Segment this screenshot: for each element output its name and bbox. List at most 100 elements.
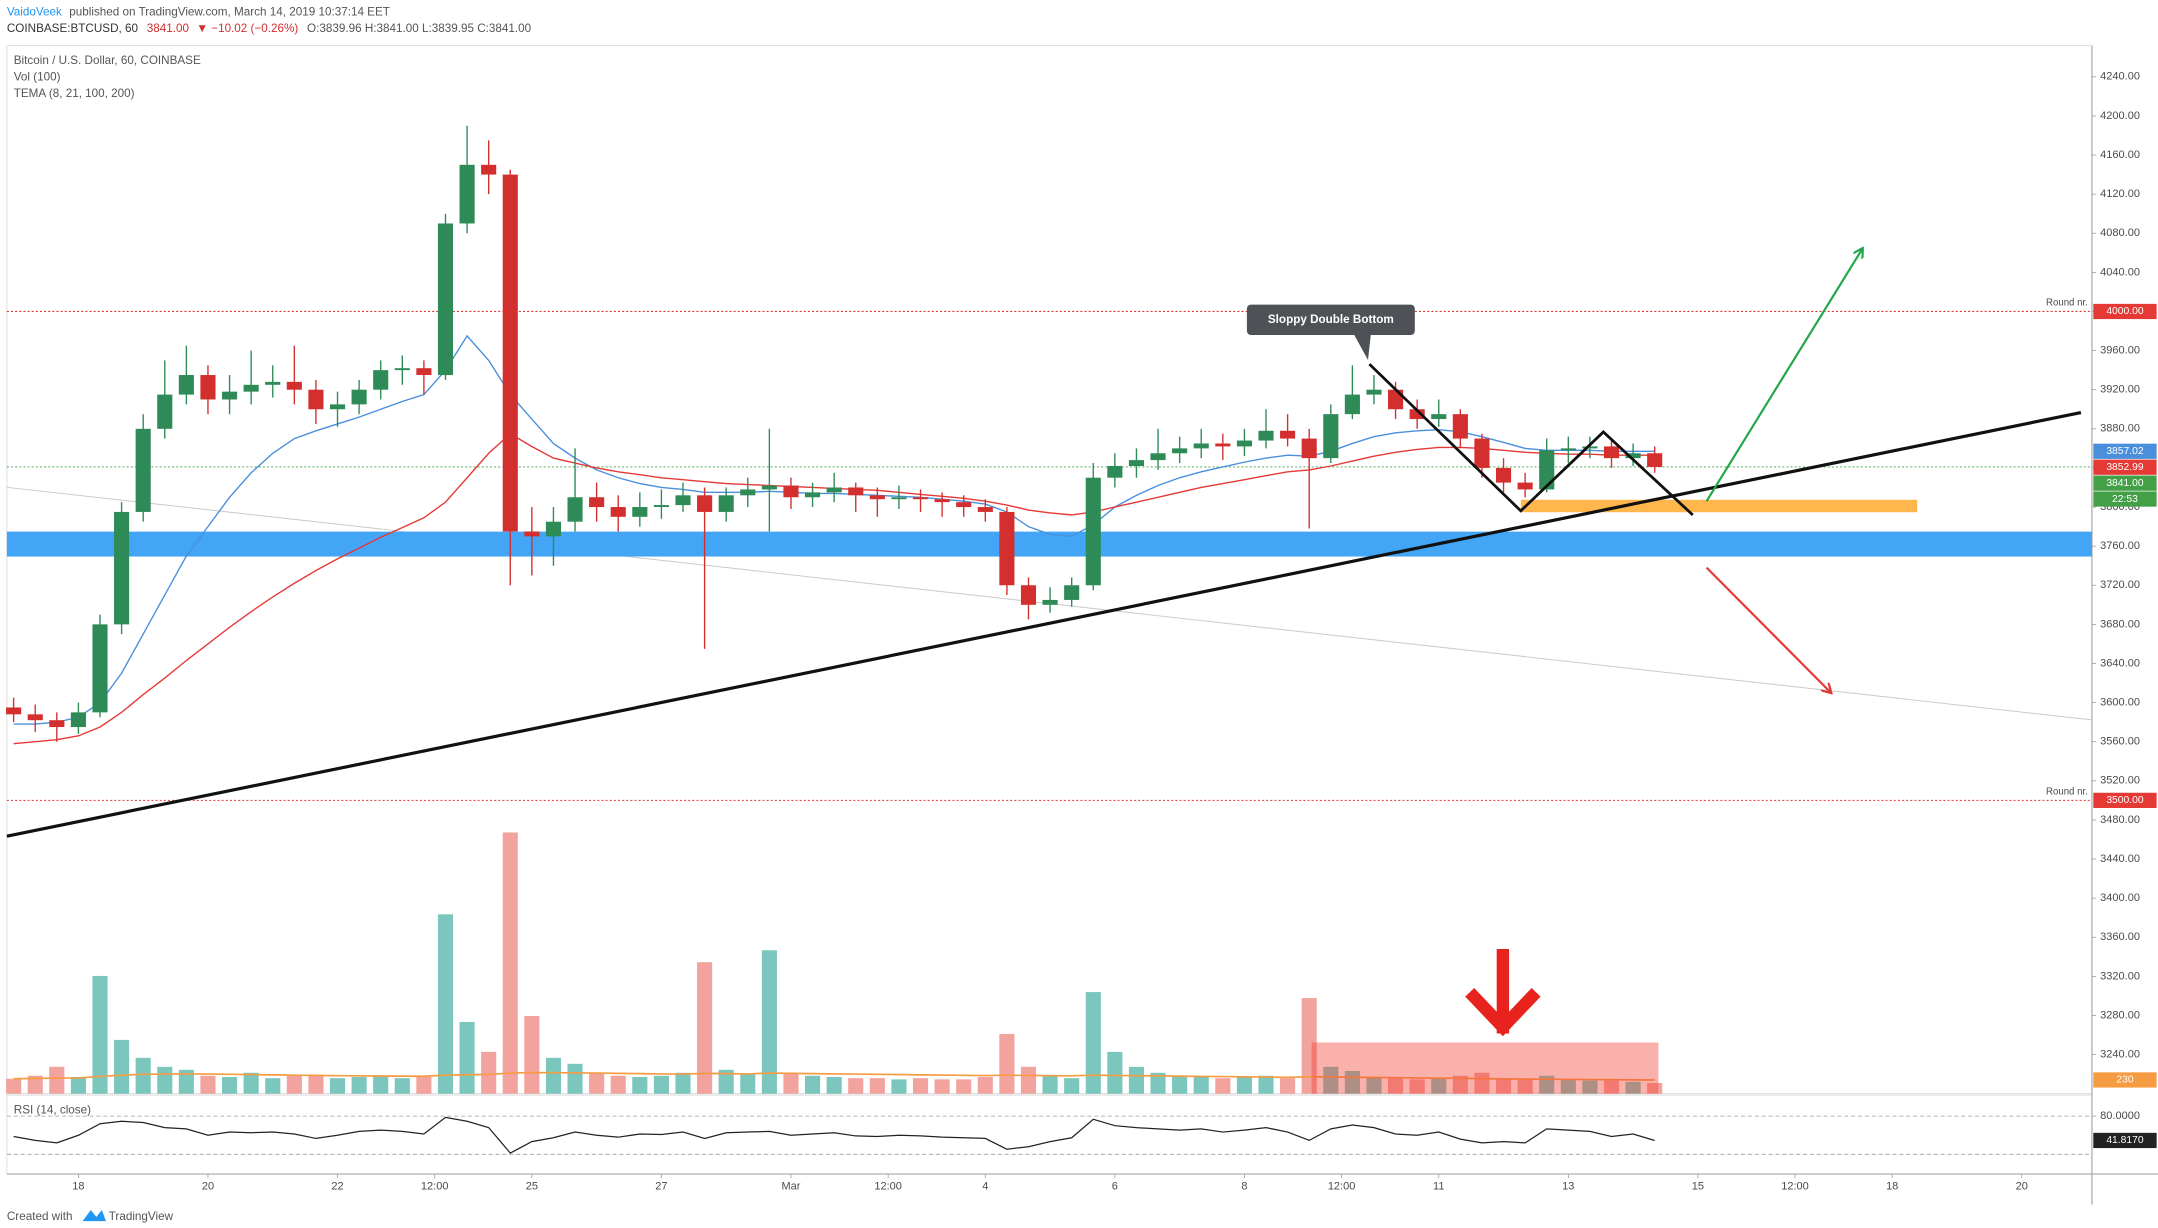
y-tick-label: 4240.00 <box>2100 71 2140 83</box>
chart-title: Bitcoin / U.S. Dollar, 60, COINBASE <box>14 54 201 67</box>
y-tick-label: 3920.00 <box>2100 384 2140 396</box>
volume-bar <box>1128 1066 1145 1094</box>
trend-line <box>6 411 2082 838</box>
volume-bar <box>632 1076 648 1094</box>
volume-bar <box>1409 1079 1425 1094</box>
volume-bar <box>956 1079 972 1094</box>
candle-body <box>481 164 497 175</box>
candle-body <box>1215 443 1231 447</box>
volume-bar <box>481 1051 497 1094</box>
candle-body <box>956 502 972 508</box>
header-line: VaidoVeek published on TradingView.com, … <box>7 6 390 19</box>
candle-body <box>502 174 518 532</box>
candle-body <box>1582 446 1598 449</box>
candle-body <box>1388 389 1404 410</box>
y-tick-label: 4080.00 <box>2100 227 2140 239</box>
y-tick-label: 3360.00 <box>2100 931 2140 943</box>
volume-bar <box>114 1039 130 1094</box>
callout-text: Sloppy Double Bottom <box>1268 313 1394 326</box>
x-tick-label: 20 <box>2016 1180 2028 1192</box>
candle-body <box>416 368 432 376</box>
candle-body <box>1280 430 1296 439</box>
volume-bar <box>1236 1076 1252 1094</box>
candle-body <box>675 495 691 506</box>
candle-body <box>1625 453 1641 459</box>
x-tick-label: 15 <box>1692 1180 1704 1192</box>
volume-bar <box>1064 1078 1080 1094</box>
x-tick-label: 12:00 <box>1781 1180 1809 1192</box>
volume-bar <box>718 1069 734 1094</box>
x-tick-label: 27 <box>655 1180 667 1192</box>
volume-bar <box>567 1063 583 1094</box>
volume-title: Vol (100) <box>14 71 61 84</box>
volume-down-arrow <box>1465 949 1541 1037</box>
volume-bar <box>1020 1066 1037 1094</box>
candle-body <box>1603 446 1620 459</box>
level-note: Round nr. <box>2046 298 2088 309</box>
y-tick-label: 3480.00 <box>2100 814 2140 826</box>
candle-body <box>1301 438 1317 459</box>
candle-body <box>1560 448 1576 451</box>
author[interactable]: VaidoVeek <box>7 6 62 19</box>
y-tick-label: 3760.00 <box>2100 540 2140 552</box>
volume-bar <box>1301 998 1317 1094</box>
retest-zone <box>1520 499 1918 513</box>
countdown-label-box <box>2093 491 2157 507</box>
candle-body <box>6 707 22 715</box>
candle-body <box>265 381 281 385</box>
volume-bar <box>502 832 518 1094</box>
candle-body <box>1474 438 1490 468</box>
candle-body <box>1409 409 1425 420</box>
volume-bar <box>157 1066 173 1094</box>
candle-body <box>178 375 194 395</box>
volume-bar <box>6 1078 22 1094</box>
volume-bar <box>653 1075 669 1094</box>
footer-brand[interactable]: TradingView <box>109 1210 174 1223</box>
tema-last-label-box <box>2093 443 2157 459</box>
candle-body <box>1323 414 1339 459</box>
y-tick-label: 3720.00 <box>2100 579 2140 591</box>
volume-bar <box>891 1079 907 1094</box>
candle-body <box>783 485 799 498</box>
callout-box <box>1246 304 1415 336</box>
x-tick-label: 22 <box>331 1180 343 1192</box>
volume-ma-label-box <box>2093 1072 2157 1088</box>
tema-last-label: 3852.99 <box>2106 462 2144 473</box>
volume-bar <box>675 1072 691 1094</box>
candle-body <box>308 389 324 410</box>
x-tick-label: 6 <box>1112 1180 1118 1192</box>
candle-body <box>373 370 389 390</box>
volume-bar <box>869 1078 885 1094</box>
volume-bar <box>200 1075 216 1094</box>
volume-bar <box>1431 1078 1447 1094</box>
volume-bar <box>697 962 713 1094</box>
candle-body <box>761 485 777 490</box>
volume-bar <box>437 914 454 1094</box>
candle-body <box>243 384 259 392</box>
volume-bar <box>329 1078 346 1094</box>
callout-pointer <box>1354 335 1371 360</box>
countdown-label: 22:53 <box>2112 494 2138 505</box>
candle-body <box>805 492 821 498</box>
volume-bar <box>848 1078 864 1094</box>
y-tick-label: 3320.00 <box>2100 970 2140 982</box>
volume-bar <box>761 950 777 1094</box>
candle-body <box>545 521 562 537</box>
volume-bar <box>308 1074 324 1094</box>
volume-bar <box>1107 1051 1123 1094</box>
y-tick-label: 3400.00 <box>2100 892 2140 904</box>
y-tick-label: 3520.00 <box>2100 775 2140 787</box>
y-tick-label: 3600.00 <box>2100 696 2140 708</box>
y-tick-label: 3240.00 <box>2100 1049 2140 1061</box>
support-zone <box>6 531 2092 557</box>
volume-bar <box>1495 1078 1512 1094</box>
y-tick-label: 4160.00 <box>2100 149 2140 161</box>
candle-body <box>653 505 669 508</box>
candle-body <box>1431 414 1447 420</box>
volume-bar <box>27 1075 43 1094</box>
candle-body <box>1517 482 1533 490</box>
x-tick-label: 18 <box>72 1180 84 1192</box>
rsi-tick-label: 80.0000 <box>2100 1110 2140 1122</box>
volume-bar <box>589 1072 605 1094</box>
bull-arrow <box>1705 249 1863 502</box>
